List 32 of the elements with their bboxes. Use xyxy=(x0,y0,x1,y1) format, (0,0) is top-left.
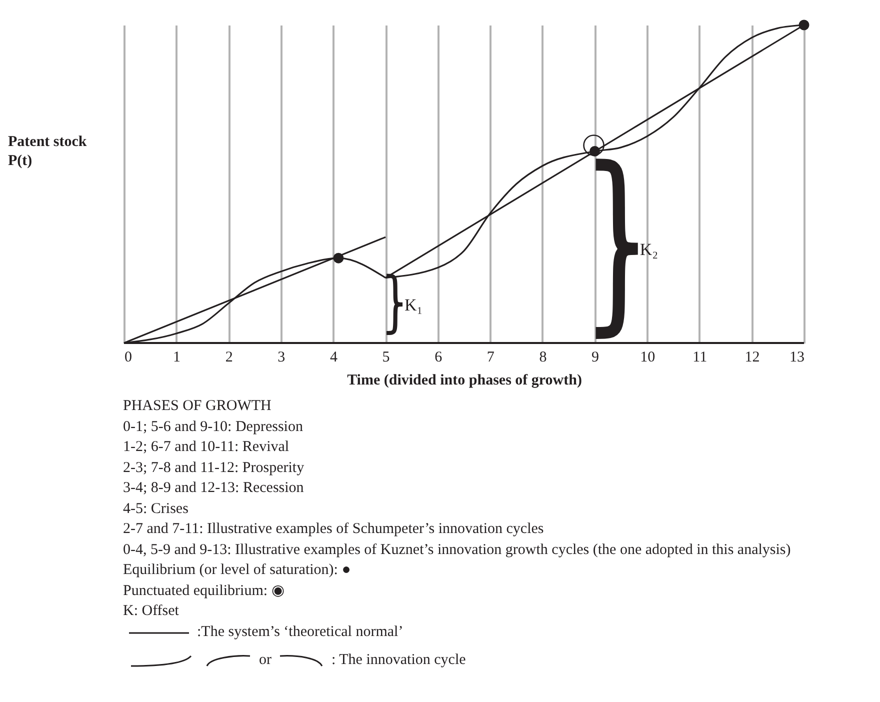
x-tick-label: 9 xyxy=(592,350,600,366)
x-tick-label: 4 xyxy=(330,350,338,366)
x-tick-label: 2 xyxy=(225,350,233,366)
x-tick-label: 13 xyxy=(790,350,804,366)
text: PHASES OF GROWTH xyxy=(123,397,272,416)
x-tick-label: 5 xyxy=(382,350,390,366)
annotation: K₁ xyxy=(404,295,423,314)
text: K: Offset xyxy=(123,602,180,621)
x-tick-label: 3 xyxy=(278,350,286,366)
y-axis-title: Patent stock P(t) xyxy=(8,133,88,171)
text: 4-5: Crises xyxy=(123,500,190,518)
text: 2-3; 7-8 and 11-12: Prosperity xyxy=(123,458,306,478)
text: Equilibrium (or level of saturation): ● xyxy=(123,561,352,580)
x-tick-label: 7 xyxy=(486,350,495,366)
x-tick-label: 1 xyxy=(173,350,181,366)
text: 0-1; 5-6 and 9-10: Depression xyxy=(123,418,304,436)
text: : The innovation cycle xyxy=(332,652,466,668)
text: 3-4; 8-9 and 12-13: Recession xyxy=(123,479,305,498)
x-tick-label: 10 xyxy=(640,350,656,366)
x-axis-title: Time (divided into phases of growth) xyxy=(347,372,582,388)
text: 0-4, 5-9 and 9-13: Illustrative examples of Kuznet’s innovation growth cycles (the one adopted in this analysis) xyxy=(123,540,791,560)
x-tick-label: 0 xyxy=(124,350,132,366)
text: 2-7 and 7-11: Illustrative examples of Schumpeter’s innovation cycles xyxy=(123,520,545,539)
text: or xyxy=(259,652,272,668)
text: :The system’s ‘theoretical normal’ xyxy=(196,622,404,642)
x-tick-label: 12 xyxy=(744,350,760,366)
annotation: K₂ xyxy=(640,240,658,259)
x-tick-label: 6 xyxy=(434,350,443,366)
x-tick-label: 8 xyxy=(539,350,547,366)
text: 1-2; 6-7 and 10-11: Revival xyxy=(123,438,290,457)
x-tick-label: 11 xyxy=(692,350,708,366)
text: Punctuated equilibrium: ◉ xyxy=(123,582,286,600)
